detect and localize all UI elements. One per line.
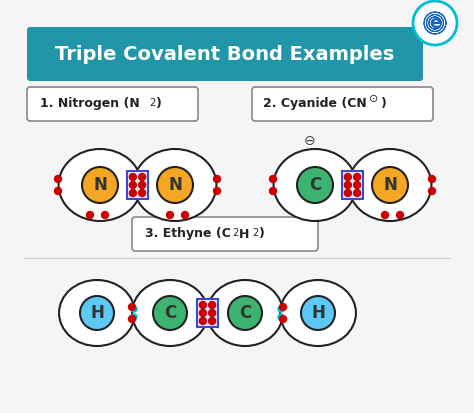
Circle shape: [166, 211, 173, 218]
Text: 3. Ethyne (C: 3. Ethyne (C: [145, 228, 231, 240]
Circle shape: [372, 167, 408, 203]
Circle shape: [354, 181, 361, 188]
Ellipse shape: [59, 280, 135, 346]
Circle shape: [153, 296, 187, 330]
Text: H: H: [90, 304, 104, 322]
Ellipse shape: [207, 280, 283, 346]
Circle shape: [428, 188, 436, 195]
Circle shape: [345, 173, 351, 180]
FancyBboxPatch shape: [27, 87, 198, 121]
Text: ): ): [156, 97, 162, 111]
Text: 1. Nitrogen (N: 1. Nitrogen (N: [40, 97, 140, 111]
Circle shape: [101, 211, 109, 218]
Circle shape: [209, 301, 216, 309]
Text: Triple Covalent Bond Examples: Triple Covalent Bond Examples: [55, 45, 395, 64]
Circle shape: [270, 188, 276, 195]
Circle shape: [138, 173, 146, 180]
Ellipse shape: [348, 149, 431, 221]
Text: ⊖: ⊖: [304, 134, 316, 148]
Circle shape: [200, 301, 206, 309]
Ellipse shape: [132, 280, 208, 346]
Circle shape: [55, 188, 62, 195]
Text: 2. Cyanide (CN: 2. Cyanide (CN: [263, 97, 367, 111]
FancyBboxPatch shape: [132, 217, 318, 251]
FancyBboxPatch shape: [127, 171, 148, 199]
FancyBboxPatch shape: [27, 27, 423, 81]
Circle shape: [213, 176, 220, 183]
Text: 2: 2: [252, 228, 258, 238]
Circle shape: [270, 176, 276, 183]
Circle shape: [413, 1, 457, 45]
Circle shape: [278, 306, 284, 312]
Ellipse shape: [280, 280, 356, 346]
Circle shape: [428, 176, 436, 183]
Circle shape: [213, 188, 220, 195]
Circle shape: [55, 176, 62, 183]
Circle shape: [138, 190, 146, 197]
Circle shape: [200, 318, 206, 325]
Circle shape: [228, 296, 262, 330]
Circle shape: [396, 211, 403, 218]
Circle shape: [278, 314, 284, 320]
Text: 2: 2: [149, 98, 155, 108]
Text: H: H: [311, 304, 325, 322]
Circle shape: [280, 316, 286, 323]
Circle shape: [209, 309, 216, 316]
Text: ⊙: ⊙: [369, 94, 378, 104]
Ellipse shape: [59, 149, 141, 221]
Circle shape: [301, 296, 335, 330]
Text: N: N: [383, 176, 397, 194]
Text: C: C: [309, 176, 321, 194]
Text: 2: 2: [232, 228, 238, 238]
Circle shape: [354, 173, 361, 180]
Circle shape: [200, 309, 206, 316]
Circle shape: [297, 167, 333, 203]
Text: ): ): [259, 228, 265, 240]
Text: C: C: [239, 304, 251, 322]
Circle shape: [382, 211, 389, 218]
Circle shape: [209, 318, 216, 325]
Circle shape: [131, 306, 137, 312]
Text: ): ): [381, 97, 387, 111]
Circle shape: [129, 173, 137, 180]
Circle shape: [129, 181, 137, 188]
Text: N: N: [168, 176, 182, 194]
Circle shape: [182, 211, 189, 218]
Circle shape: [157, 167, 193, 203]
FancyBboxPatch shape: [342, 171, 363, 199]
Circle shape: [129, 190, 137, 197]
Circle shape: [80, 296, 114, 330]
Text: e: e: [429, 14, 441, 32]
FancyBboxPatch shape: [252, 87, 433, 121]
Text: C: C: [164, 304, 176, 322]
Circle shape: [131, 314, 137, 320]
Circle shape: [138, 181, 146, 188]
Text: N: N: [93, 176, 107, 194]
FancyBboxPatch shape: [197, 299, 218, 327]
Ellipse shape: [134, 149, 217, 221]
Circle shape: [345, 181, 351, 188]
Ellipse shape: [273, 149, 356, 221]
Text: H: H: [239, 228, 249, 240]
Circle shape: [128, 316, 136, 323]
Circle shape: [128, 304, 136, 311]
Circle shape: [354, 190, 361, 197]
Circle shape: [280, 304, 286, 311]
Circle shape: [82, 167, 118, 203]
Circle shape: [345, 190, 351, 197]
Circle shape: [86, 211, 93, 218]
